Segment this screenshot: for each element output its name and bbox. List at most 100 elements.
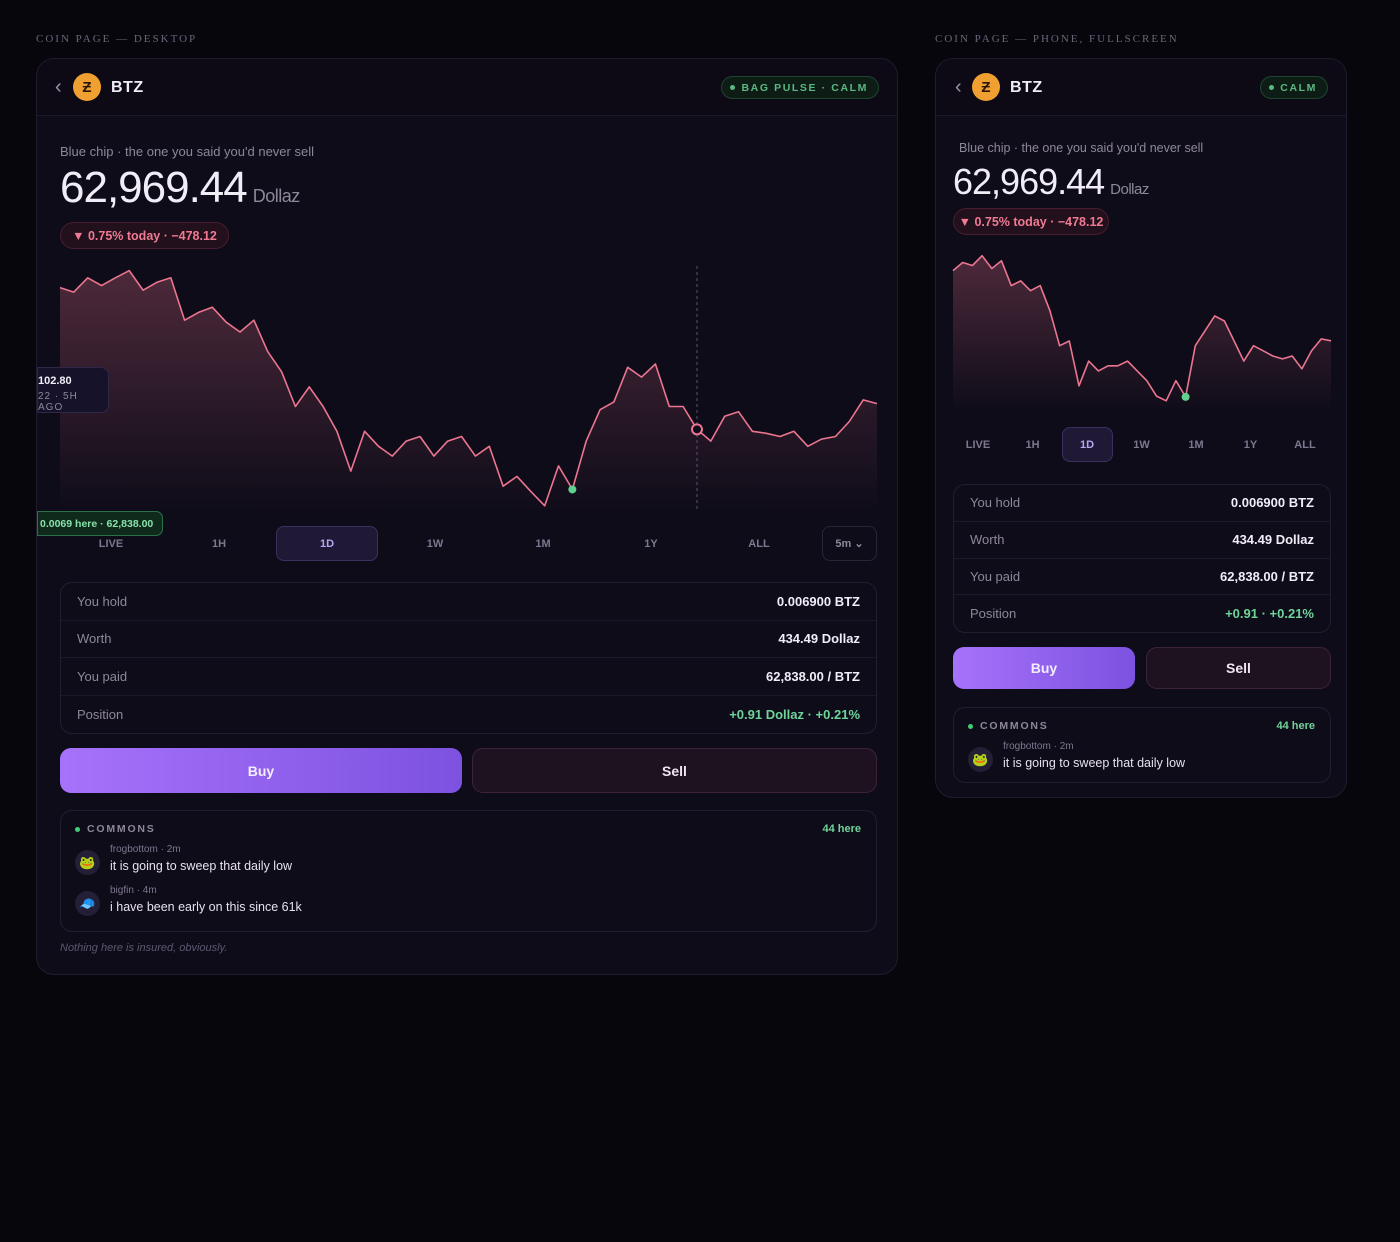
holding-value: 0.006900 BTZ: [1230, 495, 1314, 511]
holdings-table: You hold 0.006900 BTZ Worth 434.49 Dollaz Yo…: [60, 582, 877, 734]
range-tab[interactable]: 1H: [211, 537, 227, 550]
range-tab[interactable]: ALL: [748, 537, 770, 550]
range-tab[interactable]: ALL: [1294, 438, 1316, 451]
buy-button[interactable]: Buy: [60, 748, 462, 793]
header: ‹ Ƶ BTZ CALM: [936, 59, 1346, 116]
holding-label: You paid: [77, 668, 128, 684]
status-dot: [730, 85, 736, 90]
range-tab[interactable]: 1M: [535, 537, 551, 550]
price-unit: Dollaz: [252, 186, 301, 206]
range-tab[interactable]: 1W: [426, 537, 444, 550]
sell-button[interactable]: Sell: [1146, 647, 1331, 689]
price-unit: Dollaz: [1110, 181, 1149, 198]
holding-row: You paid 62,838.00 / BTZ: [954, 559, 1330, 596]
sell-button[interactable]: Sell: [472, 748, 877, 793]
holding-label: Position: [77, 706, 124, 722]
price: 62,969.44 Dollaz: [953, 161, 1149, 203]
message: 🧢 bigfin · 4m i have been early on this si…: [75, 885, 775, 921]
desktop-panel: ‹ Ƶ BTZ BAG PULSE · CALM Blue chip · the one…: [36, 58, 898, 975]
tooltip-value: 102.80: [38, 375, 72, 387]
buy-button[interactable]: Buy: [953, 647, 1135, 689]
range-tab[interactable]: 1H: [1025, 438, 1040, 451]
message: 🐸 frogbottom · 2m it is going to sweep tha…: [968, 741, 1346, 777]
range-tab[interactable]: 1Y: [644, 537, 658, 550]
footer-note: Nothing here is insured, obviously.: [60, 942, 228, 954]
holding-row: Worth 434.49 Dollaz: [954, 522, 1330, 559]
holding-row: You hold 0.006900 BTZ: [954, 485, 1330, 522]
change-pill: ▼ 0.75% today · −478.12: [60, 222, 229, 249]
commons-box: COMMONS 44 here 🐸 frogbottom · 2m it is goin…: [953, 707, 1331, 783]
back-button[interactable]: ‹: [955, 76, 962, 98]
commons-title: COMMONS: [75, 823, 156, 835]
commons-title: COMMONS: [968, 720, 1049, 732]
badge-text: CALM: [1280, 81, 1317, 94]
range-tab[interactable]: LIVE: [98, 537, 124, 550]
message-meta: bigfin · 4m: [110, 885, 157, 896]
range-tab[interactable]: 1D: [1061, 427, 1113, 462]
price: 62,969.44 Dollaz: [60, 163, 300, 213]
buy-point: [1181, 392, 1190, 401]
message-text: it is going to sweep that daily low: [1003, 756, 1186, 770]
holding-value: 434.49 Dollaz: [778, 631, 860, 647]
holding-value: 0.006900 BTZ: [776, 593, 860, 609]
commons-box: COMMONS 44 here 🐸 frogbottom · 2m it is goin…: [60, 810, 877, 932]
range-tab[interactable]: 1W: [1133, 438, 1150, 451]
section-label: COIN PAGE — DESKTOP: [36, 33, 198, 45]
price-area: [60, 270, 877, 511]
holding-value: 434.49 Dollaz: [1232, 532, 1314, 548]
holding-value: 62,838.00 / BTZ: [1220, 568, 1314, 584]
buy-point: [568, 485, 577, 494]
avatar: 🐸: [75, 850, 100, 875]
coin-icon: Ƶ: [73, 73, 101, 101]
holding-row: You paid 62,838.00 / BTZ: [61, 658, 876, 696]
mood-badge: BAG PULSE · CALM: [721, 76, 879, 99]
interval-select[interactable]: 5m ⌄: [822, 526, 877, 561]
price-chart: [952, 254, 1332, 411]
chart-tooltip: 102.80 22 · 5H AGO: [37, 367, 109, 413]
holding-label: You hold: [970, 495, 1021, 511]
status-dot: [1269, 85, 1275, 90]
coin-icon: Ƶ: [972, 73, 1000, 101]
holding-label: You paid: [970, 568, 1021, 584]
range-tab[interactable]: 1D: [276, 526, 378, 561]
message: 🐸 frogbottom · 2m it is going to sweep tha…: [75, 844, 775, 880]
holding-value: 62,838.00 / BTZ: [766, 668, 860, 684]
coin-symbol: BTZ: [111, 79, 144, 96]
holding-label: You hold: [77, 593, 128, 609]
holding-row: Position +0.91 Dollaz · +0.21%: [61, 696, 876, 734]
back-button[interactable]: ‹: [55, 76, 62, 98]
change-pill: ▼ 0.75% today · −478.12: [953, 208, 1109, 235]
tooltip-time: 22 · 5H AGO: [38, 391, 78, 413]
holding-label: Position: [970, 606, 1017, 622]
holding-label: Worth: [77, 631, 112, 647]
badge-text: BAG PULSE · CALM: [741, 81, 868, 94]
holding-row: Worth 434.49 Dollaz: [61, 621, 876, 658]
holdings-table: You hold 0.006900 BTZ Worth 434.49 Dollaz Yo…: [953, 484, 1331, 633]
price-line: [59, 269, 878, 507]
price-value: 62,969.44: [60, 163, 248, 212]
range-tab[interactable]: LIVE: [965, 438, 991, 451]
tagline: Blue chip · the one you said you'd never…: [959, 141, 1204, 155]
price-chart: [59, 266, 878, 511]
holding-row: Position +0.91 · +0.21%: [954, 595, 1330, 632]
coin-symbol: BTZ: [1010, 79, 1043, 96]
header: ‹ Ƶ BTZ BAG PULSE · CALM: [37, 59, 897, 116]
status-dot: [75, 826, 80, 832]
commons-count: 44 here: [822, 823, 861, 835]
holding-label: Worth: [970, 532, 1005, 548]
status-dot: [968, 723, 973, 729]
message-meta: frogbottom · 2m: [110, 844, 181, 855]
range-tab[interactable]: 1M: [1188, 438, 1204, 451]
avatar: 🧢: [75, 891, 100, 916]
message-text: i have been early on this since 61k: [110, 900, 302, 914]
range-tab[interactable]: 1Y: [1243, 438, 1258, 451]
commons-count: 44 here: [1276, 720, 1315, 732]
price-area: [953, 255, 1331, 411]
holding-row: You hold 0.006900 BTZ: [61, 583, 876, 621]
holding-value: +0.91 · +0.21%: [1225, 606, 1314, 622]
buy-tag: 0.0069 here · 62,838.00: [37, 511, 164, 536]
mood-badge: CALM: [1260, 76, 1328, 99]
commons-title-text: COMMONS: [980, 720, 1049, 732]
price-line: [952, 254, 1332, 402]
